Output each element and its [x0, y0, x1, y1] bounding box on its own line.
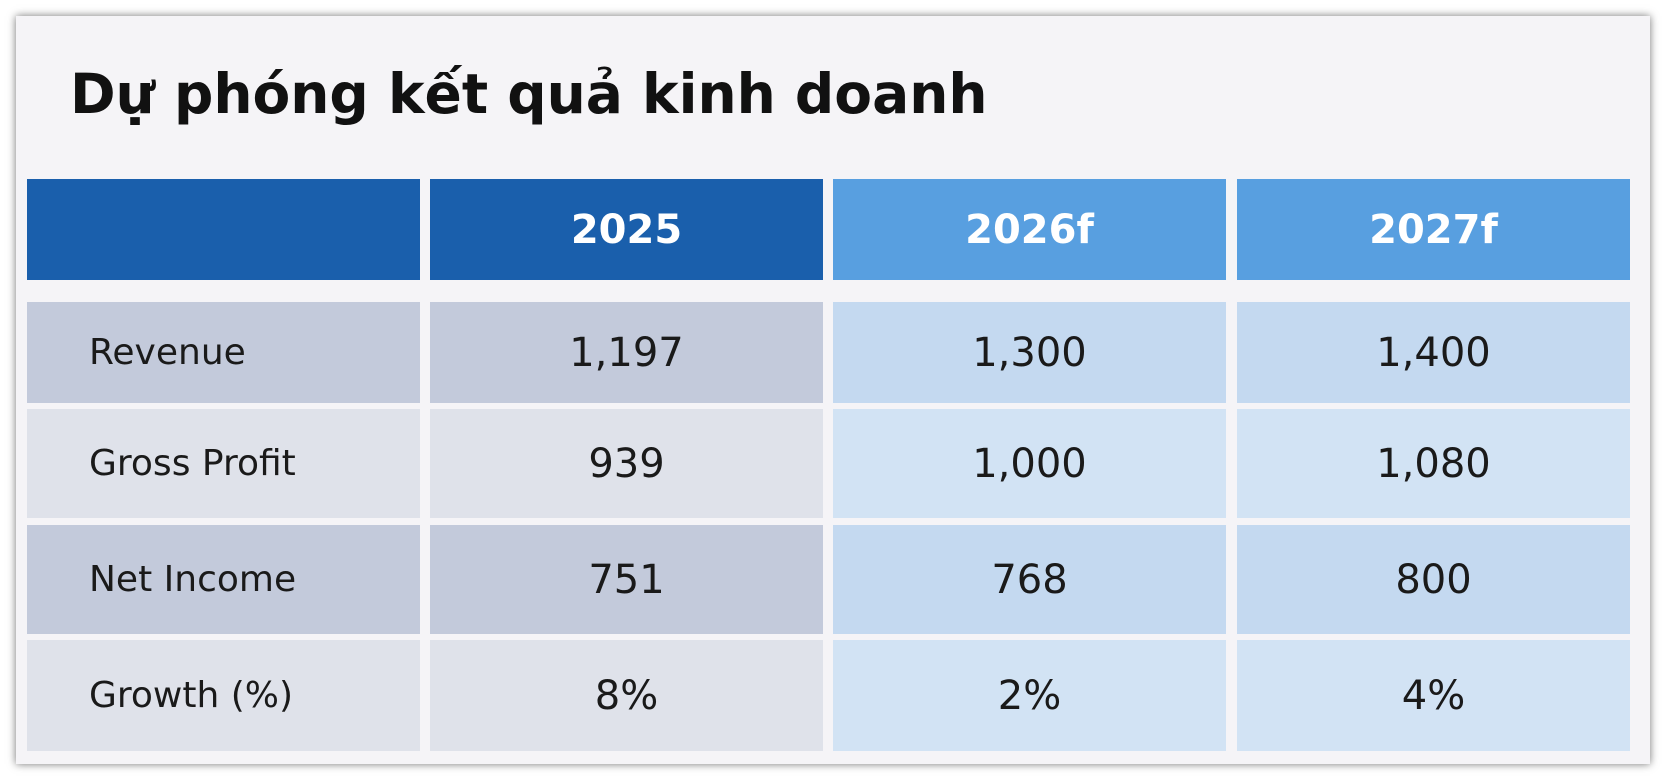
column-header: 2027f: [1237, 179, 1630, 280]
table-cell: 1,400: [1237, 302, 1630, 403]
table-cell: 1,080: [1237, 409, 1630, 518]
table-cell: 1,197: [430, 302, 823, 403]
row-label: Gross Profit: [27, 409, 420, 518]
table-cell: 4%: [1237, 640, 1630, 751]
title: Dự phóng kết quả kinh doanh: [70, 62, 988, 126]
table-cell: 1,300: [833, 302, 1226, 403]
table-card: Dự phóng kết quả kinh doanh 2025 2026f 202…: [16, 16, 1650, 764]
row-label: Revenue: [27, 302, 420, 403]
column-header: 2025: [430, 179, 823, 280]
row-label: Net Income: [27, 525, 420, 634]
table-cell: 2%: [833, 640, 1226, 751]
table-cell: 800: [1237, 525, 1630, 634]
row-label: Growth (%): [27, 640, 420, 751]
table-cell: 939: [430, 409, 823, 518]
table-cell: 1,000: [833, 409, 1226, 518]
table-cell: 8%: [430, 640, 823, 751]
table-cell: 751: [430, 525, 823, 634]
column-header: 2026f: [833, 179, 1226, 280]
table-cell: 768: [833, 525, 1226, 634]
header-cell: [27, 179, 420, 280]
